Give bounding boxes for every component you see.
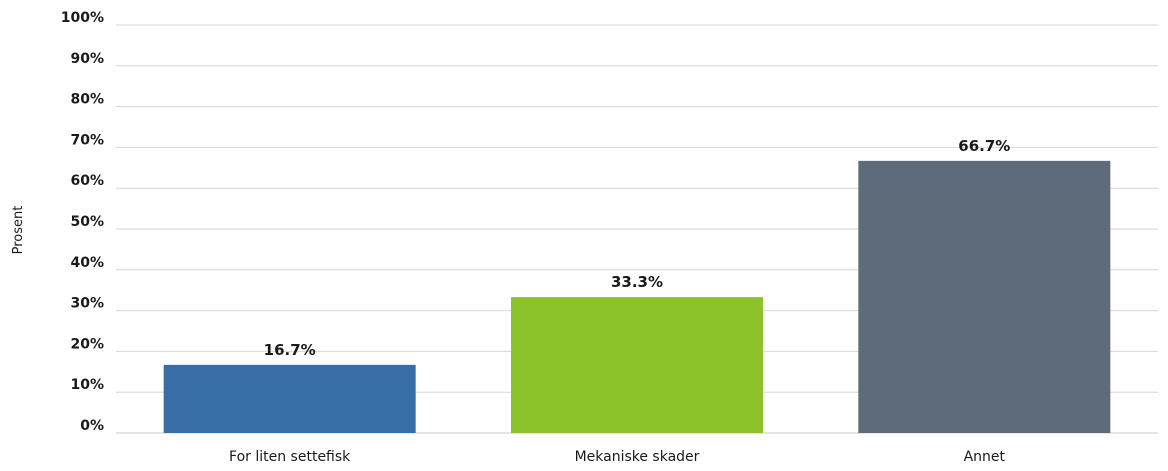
y-tick-label: 70% xyxy=(70,132,104,148)
data-labels: 16.7% 33.3% 66.7% xyxy=(264,137,1011,359)
bar xyxy=(858,160,1111,433)
y-tick-label: 20% xyxy=(70,336,104,352)
y-tick-label: 100% xyxy=(61,10,104,26)
data-label: 66.7% xyxy=(958,137,1010,155)
y-tick-label: 30% xyxy=(70,296,104,312)
y-tick-label: 50% xyxy=(70,214,104,230)
y-axis-title: Prosent xyxy=(11,206,26,255)
y-tick-label: 60% xyxy=(70,173,104,189)
y-tick-label: 0% xyxy=(80,418,104,434)
x-tick-label: For liten settefisk xyxy=(229,449,351,465)
bar xyxy=(163,364,416,433)
x-tick-label: Annet xyxy=(964,449,1006,465)
y-tick-label: 10% xyxy=(70,377,104,393)
bar xyxy=(511,297,763,433)
y-tick-label: 40% xyxy=(70,255,104,271)
data-label: 16.7% xyxy=(264,341,316,359)
y-tick-label: 90% xyxy=(70,51,104,67)
x-axis-ticks: For liten settefisk Mekaniske skader Annet xyxy=(229,449,1006,465)
data-label: 33.3% xyxy=(611,273,663,291)
x-tick-label: Mekaniske skader xyxy=(575,449,700,465)
y-tick-label: 80% xyxy=(70,92,104,108)
y-axis-ticks: 0% 10% 20% 30% 40% 50% 60% 70% 80% 90% 100% xyxy=(61,10,104,434)
bars xyxy=(163,160,1111,433)
